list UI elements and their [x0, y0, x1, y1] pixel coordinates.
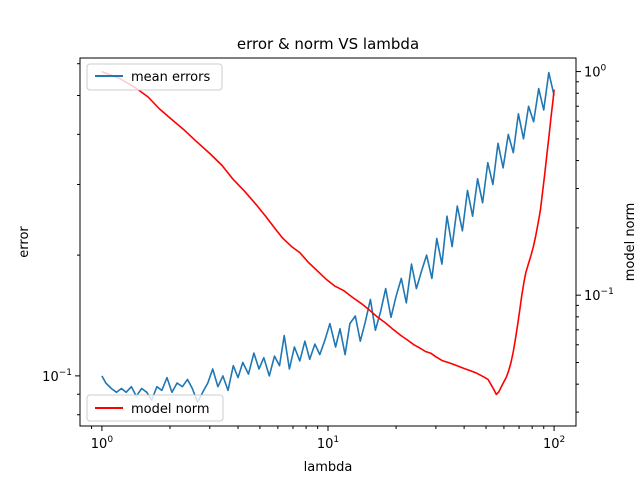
- legend-box: [86, 63, 223, 91]
- plot-area: [101, 70, 555, 403]
- y-axis-label: error: [17, 226, 32, 258]
- y2-axis-label: model norm: [623, 203, 638, 282]
- legend-model-norm: model norm: [86, 394, 224, 422]
- chart-title: error & norm VS lambda: [237, 35, 419, 53]
- y2-tick-label-exponent: 0: [601, 64, 607, 74]
- y-tick-label-exponent: −1: [59, 368, 72, 378]
- y2-tick-label: 100: [584, 64, 607, 81]
- y2-tick-label-base: 10: [584, 66, 601, 81]
- legend-label-model-norm: model norm: [131, 402, 210, 417]
- x-tick-label-base: 10: [91, 437, 108, 452]
- plot-frame: [79, 57, 577, 427]
- x-tick-label: 101: [317, 435, 339, 452]
- legend-label-mean-errors: mean errors: [131, 70, 210, 85]
- x-tick-label-base: 10: [543, 437, 560, 452]
- legend-box: [86, 394, 224, 422]
- series-line-model-norm: [101, 70, 555, 396]
- x-tick-label-exponent: 0: [107, 435, 113, 445]
- y2-tick-label: 10−1: [584, 287, 614, 304]
- series-line-mean-errors: [101, 71, 555, 403]
- x-tick-label-base: 10: [317, 437, 334, 452]
- y-tick-label-base: 10: [42, 370, 59, 385]
- y-tick-label: 10−1: [42, 368, 72, 385]
- y2-tick-label-exponent: −1: [601, 287, 614, 297]
- y2-tick-label-base: 10: [584, 289, 601, 304]
- x-axis-label: lambda: [304, 460, 353, 475]
- legend-mean-errors: mean errors: [86, 63, 223, 91]
- x-tick-label-exponent: 2: [559, 435, 565, 445]
- x-tick-label: 102: [543, 435, 565, 452]
- x-tick-label-exponent: 1: [333, 435, 339, 445]
- x-tick-label: 100: [91, 435, 114, 452]
